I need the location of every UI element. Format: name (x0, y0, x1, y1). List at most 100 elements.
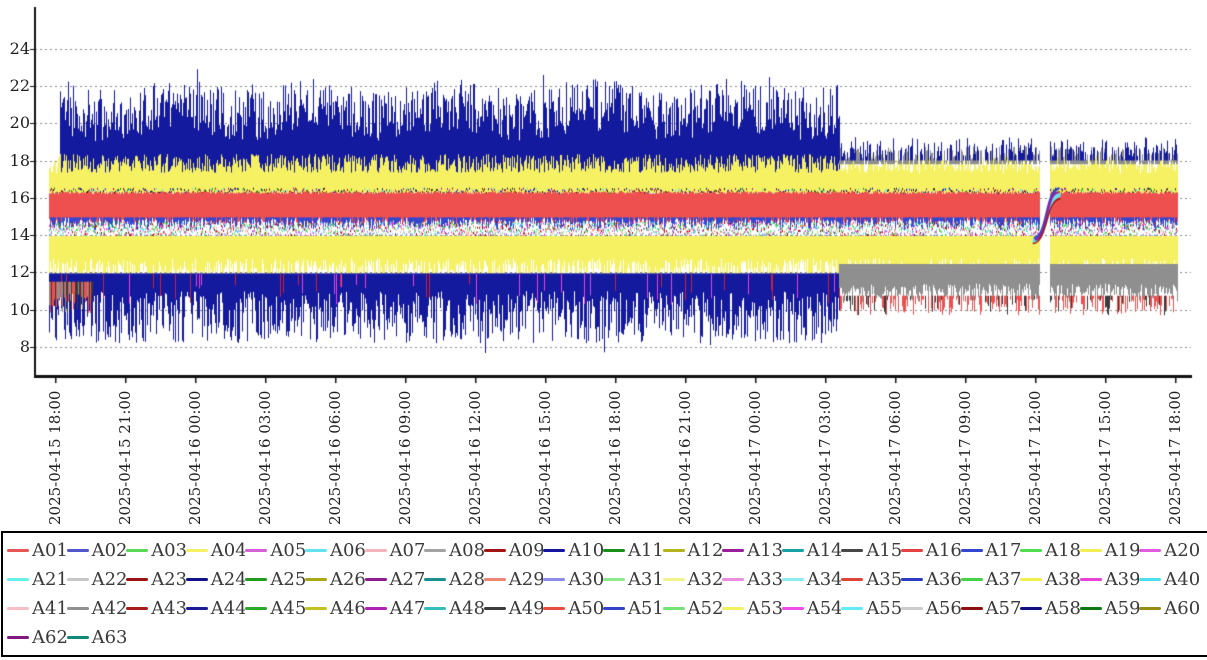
legend-label: A63 (91, 627, 127, 648)
legend-item-a04: A04 (185, 536, 245, 565)
legend-item-a54: A54 (781, 594, 841, 623)
legend-item-a26: A26 (304, 565, 365, 594)
legend-item-a19: A19 (1079, 536, 1140, 565)
legend-swatch-icon (1139, 548, 1162, 553)
legend-label: A25 (270, 569, 305, 590)
legend-item-a47: A47 (364, 594, 424, 623)
legend-item-a16: A16 (900, 536, 961, 565)
legend-label: A37 (985, 569, 1021, 590)
legend-label: A42 (91, 598, 127, 619)
legend-label: A19 (1104, 540, 1140, 561)
x-tick-label-8: 2025-04-16 18:00 (606, 390, 624, 525)
legend-swatch-icon (7, 635, 29, 640)
chart-panel: 8 10 12 14 16 18 20 22 24 2025-04-15 18:00 2025-0… (0, 0, 1207, 531)
legend-label: A48 (449, 598, 484, 619)
legend-label: A52 (687, 598, 723, 619)
legend-label: A34 (806, 569, 842, 590)
legend-swatch-icon (1079, 606, 1102, 611)
legend-label: A57 (985, 598, 1021, 619)
legend-label: A10 (568, 540, 603, 561)
legend-swatch-icon (7, 606, 29, 611)
legend-item-a49: A49 (483, 594, 543, 623)
x-tick-label-2: 2025-04-16 00:00 (186, 390, 204, 525)
legend-label: A33 (747, 569, 782, 590)
x-tick-label-12: 2025-04-17 06:00 (886, 390, 904, 525)
legend-swatch-icon (126, 577, 149, 582)
legend-label: A12 (687, 540, 723, 561)
legend-box: A01 A02 A03 A04 A05 A06 A07 A08 A09 A10 A11 A12 A13 A… (1, 531, 1207, 657)
legend-label: A46 (329, 598, 365, 619)
legend-label: A35 (866, 569, 901, 590)
legend-label: A56 (925, 598, 961, 619)
legend-swatch-icon (245, 548, 268, 553)
legend-item-a35: A35 (841, 565, 901, 594)
legend-item-a33: A33 (722, 565, 782, 594)
legend-swatch-icon (126, 606, 149, 611)
legend-swatch-icon (662, 606, 685, 611)
legend-label: A29 (508, 569, 544, 590)
legend-label: A62 (32, 627, 67, 648)
legend-swatch-icon (960, 606, 983, 611)
legend-item-a07: A07 (364, 536, 424, 565)
x-tick-label-7: 2025-04-16 15:00 (536, 390, 554, 525)
legend-item-a22: A22 (66, 565, 127, 594)
legend-swatch-icon (304, 606, 327, 611)
legend-label: A32 (687, 569, 723, 590)
legend-swatch-icon (126, 548, 149, 553)
legend-item-a10: A10 (543, 536, 603, 565)
legend-swatch-icon (722, 548, 745, 553)
x-tick-label-10: 2025-04-17 00:00 (746, 390, 764, 525)
x-tick-label-3: 2025-04-16 03:00 (256, 390, 274, 525)
legend-swatch-icon (185, 548, 208, 553)
legend-swatch-icon (304, 548, 327, 553)
legend-item-a23: A23 (126, 565, 186, 594)
legend-item-a36: A36 (900, 565, 961, 594)
legend-label: A24 (210, 569, 246, 590)
x-tick-label-11: 2025-04-17 03:00 (816, 390, 834, 525)
legend-item-a51: A51 (602, 594, 663, 623)
legend-item-a39: A39 (1079, 565, 1139, 594)
legend-swatch-icon (841, 577, 864, 582)
x-tick-label-0: 2025-04-15 18:00 (46, 390, 64, 525)
legend-item-a63: A63 (66, 623, 127, 652)
legend-label: A20 (1164, 540, 1199, 561)
legend-item-a12: A12 (662, 536, 723, 565)
legend-swatch-icon (1079, 577, 1102, 582)
legend-label: A08 (449, 540, 484, 561)
legend-label: A11 (627, 540, 663, 561)
legend-swatch-icon (900, 577, 923, 582)
legend-item-a60: A60 (1139, 594, 1199, 623)
legend-swatch-icon (1020, 577, 1043, 582)
y-tick-label-8: 8 (19, 337, 30, 356)
legend-swatch-icon (245, 577, 268, 582)
legend-item-a41: A41 (7, 594, 67, 623)
legend-label: A03 (151, 540, 186, 561)
legend-swatch-icon (1079, 548, 1102, 553)
x-tick-label-14: 2025-04-17 12:00 (1026, 390, 1044, 525)
legend-label: A23 (151, 569, 186, 590)
legend-item-a59: A59 (1079, 594, 1139, 623)
legend-swatch-icon (364, 577, 387, 582)
legend-item-a53: A53 (722, 594, 782, 623)
legend-swatch-icon (543, 606, 566, 611)
y-tick-label-22: 22 (9, 75, 30, 95)
legend-swatch-icon (424, 577, 447, 582)
legend-label: A45 (270, 598, 305, 619)
legend-swatch-icon (722, 606, 745, 611)
y-tick-label-16: 16 (9, 187, 30, 207)
legend-swatch-icon (424, 606, 447, 611)
legend-item-a46: A46 (304, 594, 365, 623)
legend-swatch-icon (602, 548, 625, 553)
legend-label: A22 (91, 569, 127, 590)
legend-label: A13 (747, 540, 782, 561)
legend-item-a30: A30 (543, 565, 603, 594)
legend-swatch-icon (7, 548, 29, 553)
legend-item-a44: A44 (185, 594, 245, 623)
legend-label: A36 (925, 569, 961, 590)
legend-item-a09: A09 (483, 536, 543, 565)
legend-item-a24: A24 (185, 565, 246, 594)
legend-item-a37: A37 (960, 565, 1021, 594)
y-tick-label-24: 24 (9, 38, 30, 58)
legend-label: A30 (568, 569, 603, 590)
